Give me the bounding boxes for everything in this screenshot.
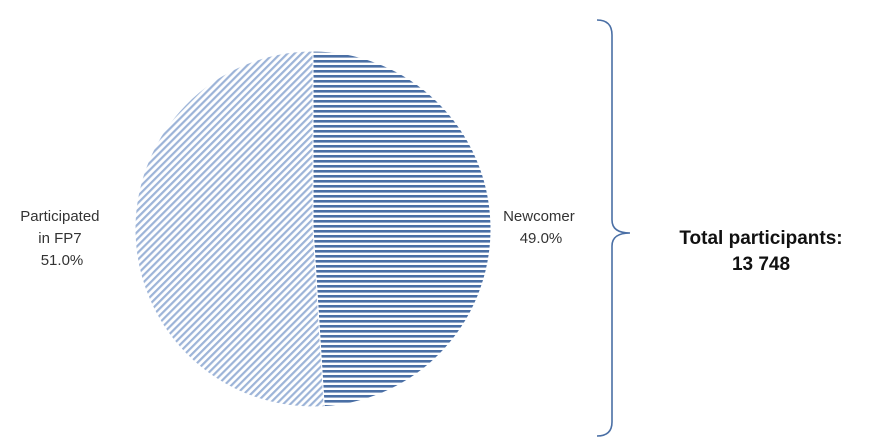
slice-label-newcomer: Newcomer 49.0%	[503, 208, 579, 247]
slice-label-newcomer-percent: 49.0%	[520, 230, 563, 247]
slice-label-newcomer-line-1: Newcomer	[503, 208, 575, 225]
pie-slice-participated	[134, 50, 325, 408]
total-participants-label: Total participants:	[679, 228, 842, 249]
total-participants-value: 13 748	[732, 254, 790, 275]
slice-label-participated-line-1: Participated	[20, 208, 99, 225]
pie-slice-newcomer	[312, 50, 492, 408]
slice-label-participated-percent: 51.0%	[41, 252, 84, 269]
slice-label-participated-line-2: in FP7	[38, 230, 81, 247]
pie-slices	[134, 50, 492, 408]
slice-label-participated: Participated in FP7 51.0%	[20, 208, 103, 269]
total-bracket	[596, 19, 631, 437]
